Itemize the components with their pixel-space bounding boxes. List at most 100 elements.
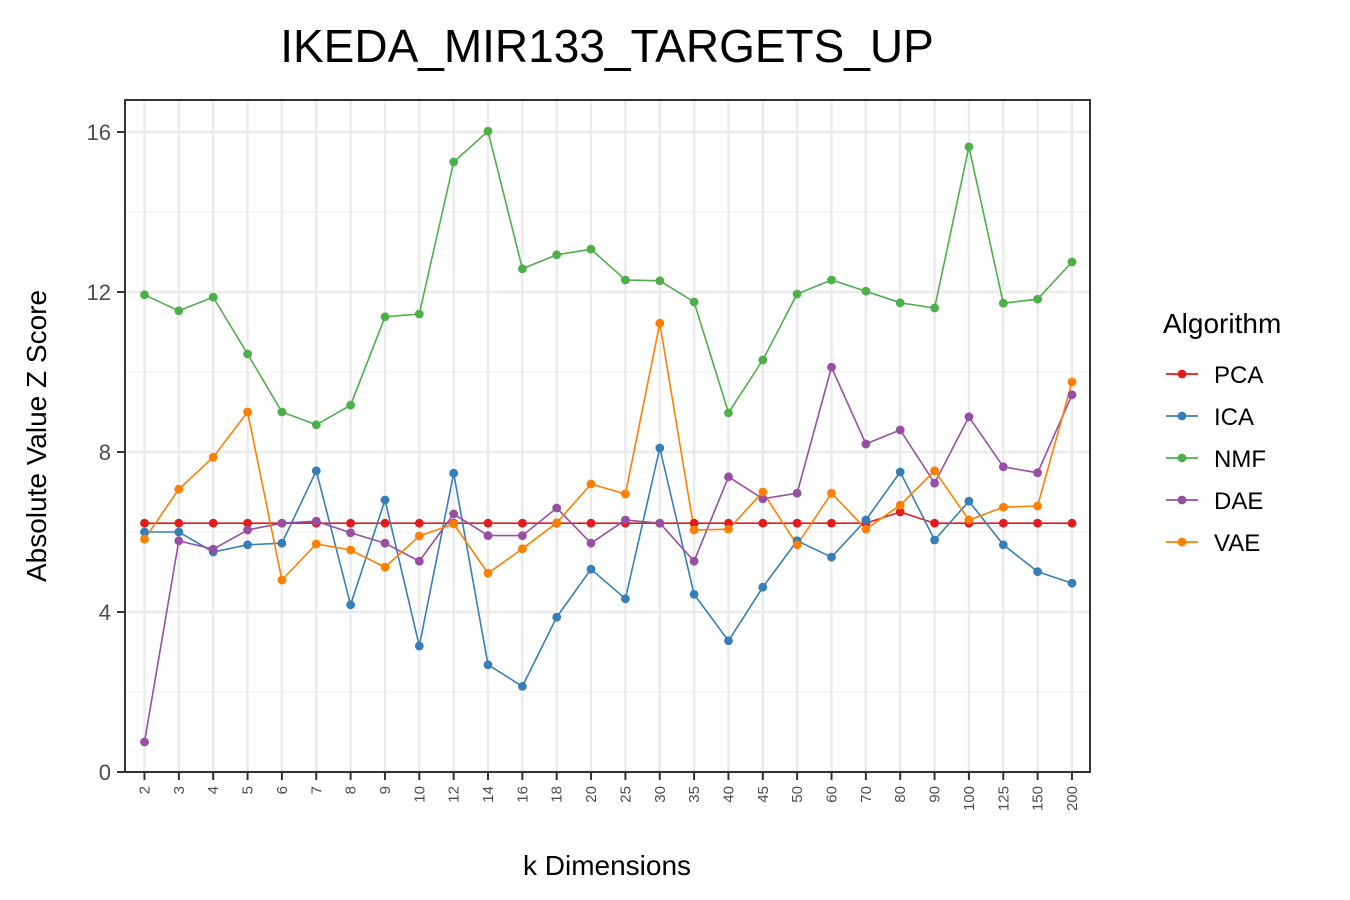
series-line-pca xyxy=(144,511,1072,525)
x-tick-label: 10 xyxy=(411,786,428,803)
x-tick-label: 9 xyxy=(377,786,394,794)
data-point-vae xyxy=(1033,501,1042,511)
data-point-dae xyxy=(243,525,253,535)
legend-label-nmf: NMF xyxy=(1214,446,1266,473)
data-point-nmf xyxy=(277,407,287,417)
data-point-nmf xyxy=(689,297,699,307)
data-point-pca xyxy=(483,518,493,528)
data-point-ica xyxy=(998,540,1008,550)
data-point-vae xyxy=(930,466,939,476)
data-point-dae xyxy=(208,544,218,554)
series-line-ica xyxy=(144,447,1073,688)
data-point-dae xyxy=(758,494,768,504)
data-point-ica xyxy=(1033,567,1042,576)
data-point-nmf xyxy=(655,276,665,286)
data-point-vae xyxy=(964,515,974,525)
data-point-vae xyxy=(552,518,562,528)
data-point-pca xyxy=(174,518,184,528)
x-tick-label: 8 xyxy=(343,786,360,794)
data-point-dae xyxy=(414,556,424,566)
data-point-dae xyxy=(483,531,493,540)
data-point-ica xyxy=(311,466,321,476)
data-point-vae xyxy=(380,562,390,572)
data-point-dae xyxy=(655,518,665,528)
x-tick-label: 16 xyxy=(514,786,531,803)
data-point-nmf xyxy=(621,275,630,285)
data-point-pca xyxy=(1067,518,1077,528)
data-point-vae xyxy=(483,568,493,578)
chart-title: IKEDA_MIR133_TARGETS_UP xyxy=(280,20,934,72)
x-tick-label: 125 xyxy=(995,786,1012,811)
data-point-ica xyxy=(689,590,699,599)
data-point-ica xyxy=(174,527,184,537)
data-point-nmf xyxy=(827,275,836,285)
series-points xyxy=(140,126,1077,747)
data-point-pca xyxy=(689,518,699,528)
data-point-dae xyxy=(380,538,390,548)
grid xyxy=(125,100,1090,774)
data-point-vae xyxy=(208,452,218,462)
y-tick-label: 12 xyxy=(87,280,111,305)
data-point-vae xyxy=(758,487,768,497)
y-tick-label: 16 xyxy=(87,120,111,145)
series-line-vae xyxy=(143,323,1073,582)
data-point-ica xyxy=(483,660,493,670)
data-point-nmf xyxy=(861,286,871,296)
x-tick-label: 60 xyxy=(824,786,841,803)
data-point-dae xyxy=(518,531,527,540)
x-tick-label: 90 xyxy=(927,786,944,803)
x-tick-label: 3 xyxy=(171,786,188,794)
data-point-nmf xyxy=(964,142,974,152)
data-point-pca xyxy=(380,518,390,528)
data-point-vae xyxy=(1067,377,1077,387)
x-tick-label: 7 xyxy=(308,786,325,794)
data-point-nmf xyxy=(1033,294,1042,304)
data-point-ica xyxy=(552,612,562,622)
y-tick-label: 0 xyxy=(99,760,111,785)
data-point-nmf xyxy=(998,298,1008,308)
x-tick-label: 14 xyxy=(480,786,497,803)
data-point-ica xyxy=(655,443,665,453)
x-tick-label: 50 xyxy=(789,786,806,803)
data-point-pca xyxy=(895,507,905,517)
data-point-vae xyxy=(998,502,1008,512)
x-tick-label: 25 xyxy=(617,786,634,803)
data-point-ica xyxy=(518,682,527,691)
data-point-pca xyxy=(243,518,253,528)
data-point-pca xyxy=(140,518,149,528)
data-point-pca xyxy=(758,518,768,528)
data-point-vae xyxy=(621,489,630,499)
data-point-pca xyxy=(930,518,939,528)
data-point-vae xyxy=(140,534,149,544)
data-point-nmf xyxy=(174,306,184,316)
data-point-dae xyxy=(998,462,1008,472)
legend-key-point xyxy=(1177,495,1187,505)
series-line-nmf xyxy=(144,129,1073,426)
data-point-vae xyxy=(586,479,596,489)
legend-title: Algorithm xyxy=(1163,308,1281,339)
data-point-nmf xyxy=(449,157,459,167)
x-tick-label: 35 xyxy=(686,786,703,803)
data-point-dae xyxy=(1033,468,1042,478)
data-point-vae xyxy=(827,488,836,498)
data-point-dae xyxy=(792,488,802,498)
legend-key-point xyxy=(1177,411,1187,421)
data-point-ica xyxy=(140,527,149,537)
data-point-dae xyxy=(277,518,287,528)
data-point-ica xyxy=(380,495,390,505)
data-point-pca xyxy=(998,518,1008,528)
data-point-vae xyxy=(689,525,699,535)
data-point-dae xyxy=(895,425,905,435)
data-point-nmf xyxy=(930,303,939,313)
data-point-ica xyxy=(930,535,939,545)
data-point-pca xyxy=(827,518,836,528)
data-point-pca xyxy=(346,518,355,528)
data-point-vae xyxy=(724,524,733,534)
legend-label-dae: DAE xyxy=(1214,488,1263,515)
data-point-ica xyxy=(346,600,355,610)
data-point-nmf xyxy=(346,400,355,410)
x-tick-label: 20 xyxy=(583,786,600,803)
legend-label-pca: PCA xyxy=(1214,362,1263,389)
legend-label-vae: VAE xyxy=(1214,530,1260,557)
data-point-ica xyxy=(243,540,253,550)
